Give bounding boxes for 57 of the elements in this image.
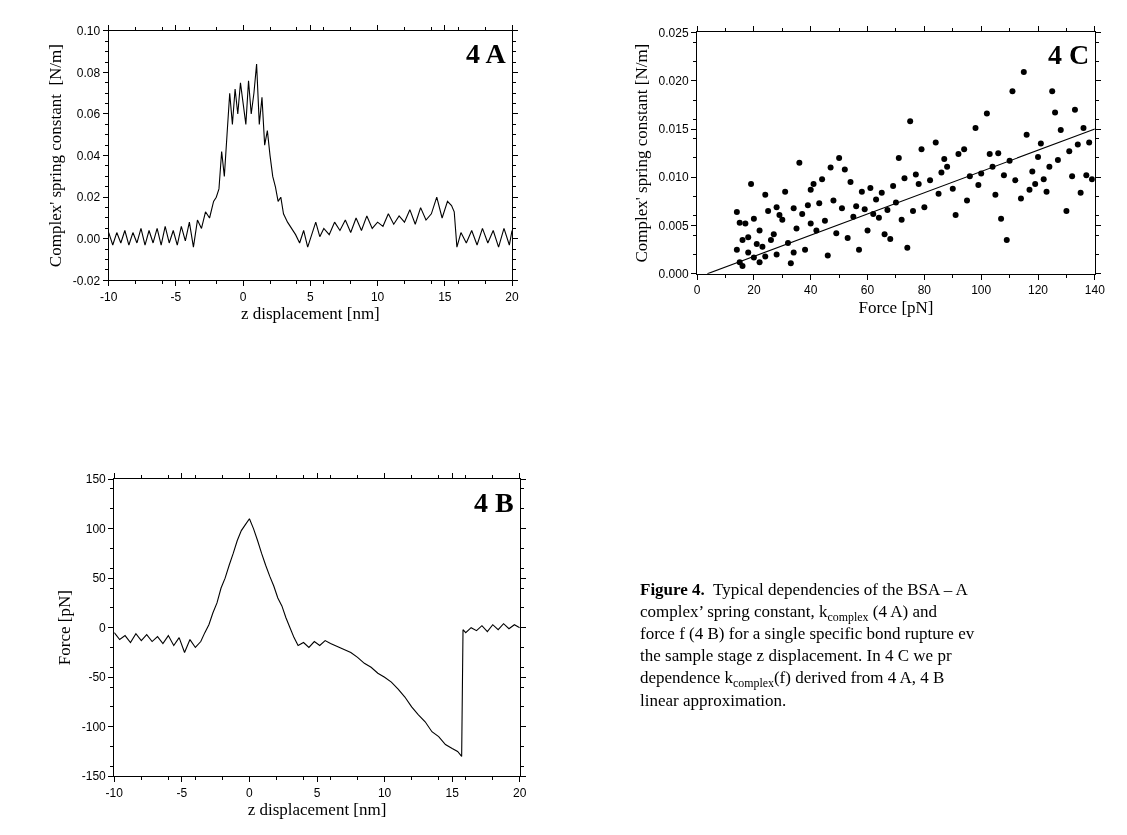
- y-tick-label: 0.010: [658, 170, 689, 185]
- text: the sample stage z displacement. In 4 C we pr: [640, 646, 952, 666]
- x-tick-label: -10: [100, 289, 118, 304]
- text: complex’ spring constant, k$_{complex}$ (4 A) and: [640, 602, 938, 624]
- y-tick-label: 0.08: [76, 65, 101, 80]
- y-tick-label: 0.000: [658, 267, 689, 282]
- x-axis-title: z displacement [nm]: [240, 304, 380, 324]
- y-axis-title: Complex' spring constant [N/m]: [46, 44, 66, 268]
- x-tick-label: 20: [513, 785, 527, 800]
- x-tick-label: 100: [971, 283, 992, 298]
- x-tick-label: 140: [1084, 283, 1106, 298]
- x-tick-label: 5: [307, 289, 315, 304]
- y-axis-title: Complex' spring constant [N/m]: [632, 43, 652, 263]
- y-axis-title: Force [pN]: [55, 590, 75, 666]
- x-tick-label: 5: [313, 785, 321, 800]
- x-tick-label: -5: [170, 289, 182, 304]
- chart-title: 4 C: [1048, 39, 1090, 70]
- y-tick-label: -50: [88, 670, 107, 685]
- y-tick-label: 0: [99, 620, 107, 635]
- text: dependence k$_{complex}$(f) derived from 4 A, 4 B: [640, 668, 945, 690]
- x-tick-label: 0: [239, 289, 247, 304]
- caption: Figure 4. Typical dependencies of the BSA – A: [640, 580, 969, 599]
- x-tick-label: -10: [105, 785, 124, 800]
- y-tick-label: -0.02: [72, 273, 101, 288]
- y-tick-label: 0.015: [658, 122, 689, 137]
- chart-title: 4 A: [466, 38, 507, 69]
- x-tick-label: 10: [370, 289, 385, 304]
- y-tick-label: 50: [92, 571, 107, 586]
- chart-title: 4 B: [474, 487, 514, 518]
- x-tick-label: 20: [505, 289, 520, 304]
- y-tick-label: -150: [81, 769, 107, 784]
- x-tick-label: 0: [693, 283, 701, 298]
- x-tick-label: 80: [917, 283, 932, 298]
- y-tick-label: 0.10: [76, 24, 101, 39]
- y-tick-label: 0.02: [76, 190, 101, 205]
- x-tick-label: 15: [438, 289, 452, 304]
- text: linear approximation.: [640, 690, 787, 710]
- x-axis-title: z displacement [nm]: [247, 800, 387, 820]
- y-tick-label: 150: [85, 472, 107, 487]
- x-tick-label: 20: [747, 283, 761, 298]
- y-tick-label: 0.06: [76, 107, 101, 122]
- x-tick-label: 60: [860, 283, 875, 298]
- y-tick-label: -100: [81, 719, 107, 734]
- x-tick-label: 120: [1028, 283, 1049, 298]
- y-tick-label: 0.005: [658, 218, 689, 233]
- y-tick-label: 0.00: [76, 232, 101, 246]
- x-tick-label: -5: [176, 785, 188, 800]
- x-tick-label: 0: [246, 785, 254, 800]
- x-tick-label: 40: [804, 283, 818, 298]
- y-tick-label: 0.025: [658, 25, 689, 40]
- x-tick-label: 15: [445, 785, 460, 800]
- y-tick-label: 0.020: [658, 73, 689, 88]
- x-tick-label: 10: [377, 785, 392, 800]
- text: force f (4 B) for a single specific bond rupture ev: [640, 624, 975, 644]
- y-tick-label: 0.04: [76, 148, 101, 163]
- x-axis-title: Force [pN]: [858, 297, 934, 317]
- y-tick-label: 100: [85, 521, 107, 536]
